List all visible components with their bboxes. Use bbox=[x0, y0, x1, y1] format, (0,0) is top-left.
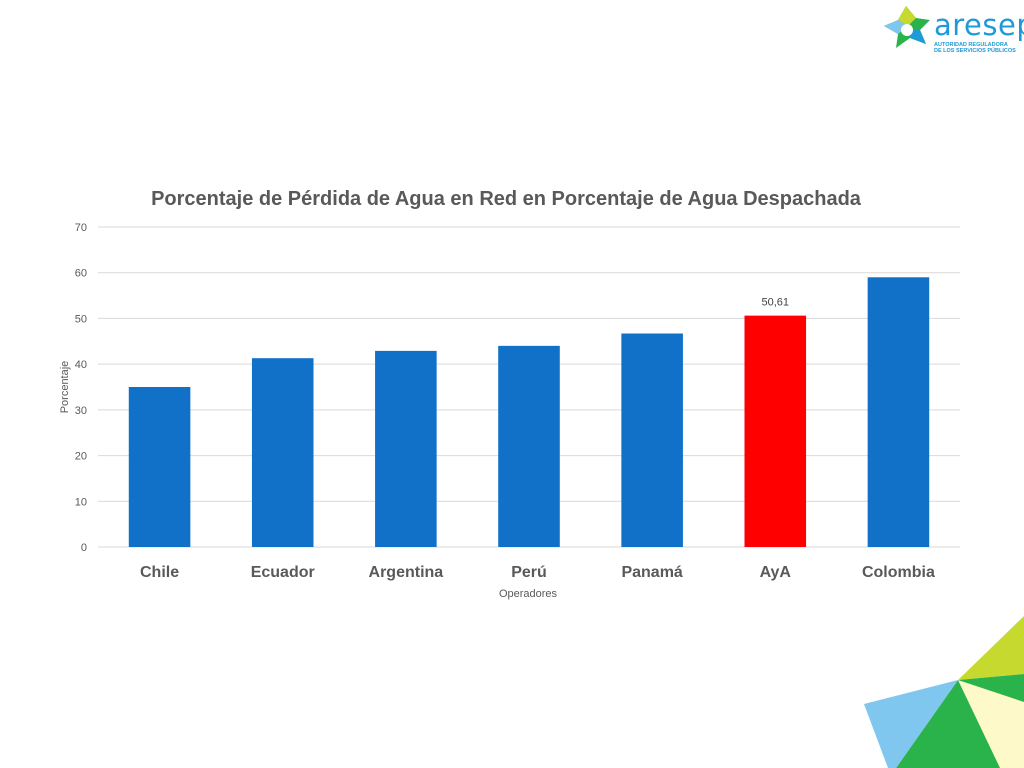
data-labels: 50,61 bbox=[762, 297, 790, 309]
x-tick-label: AyA bbox=[760, 564, 792, 581]
bar-argentina bbox=[375, 350, 437, 547]
y-axis-label: Porcentaje bbox=[59, 361, 71, 414]
bar-ecuador bbox=[251, 358, 314, 547]
logo-subtitle-line2: DE LOS SERVICIOS PÚBLICOS bbox=[934, 48, 1016, 54]
chart-title: Porcentaje de Pérdida de Agua en Red en … bbox=[151, 188, 862, 210]
logo-subtitle-line1: AUTORIDAD REGULADORA bbox=[934, 42, 1008, 48]
y-tick-label: 20 bbox=[75, 451, 87, 463]
y-tick-label: 70 bbox=[75, 222, 87, 234]
x-axis-label: Operadores bbox=[499, 588, 558, 600]
x-tick-label: Chile bbox=[140, 564, 179, 581]
aresep-logo-icon bbox=[884, 6, 930, 48]
y-tick-label: 0 bbox=[81, 542, 87, 554]
y-tick-label: 30 bbox=[75, 405, 87, 417]
x-tick-label: Colombia bbox=[862, 564, 935, 581]
x-tick-label: Panamá bbox=[621, 564, 682, 581]
x-tick-label: Ecuador bbox=[251, 564, 315, 581]
bar-aya bbox=[744, 315, 807, 547]
bar-panamá bbox=[621, 333, 683, 547]
y-tick-label: 40 bbox=[75, 359, 87, 371]
data-label: 50,61 bbox=[762, 297, 790, 309]
y-axis-ticks: 0 10 20 30 40 50 60 70 bbox=[75, 222, 87, 554]
x-tick-label: Perú bbox=[511, 564, 547, 581]
x-axis-ticks: Chile Ecuador Argentina Perú Panamá AyA Colomb… bbox=[140, 564, 935, 581]
bar-perú bbox=[498, 345, 560, 547]
y-tick-label: 10 bbox=[75, 496, 87, 508]
y-tick-label: 50 bbox=[75, 313, 87, 325]
logo-subtitle: AUTORIDAD REGULADORA DE LOS SERVICIOS PÚ… bbox=[934, 42, 1024, 54]
corner-decoration-icon bbox=[864, 616, 1024, 768]
y-tick-label: 60 bbox=[75, 268, 87, 280]
bar-colombia bbox=[867, 277, 930, 547]
bars bbox=[128, 277, 930, 547]
bar-chile bbox=[128, 387, 191, 547]
x-tick-label: Argentina bbox=[369, 564, 444, 581]
logo-wordmark: aresep bbox=[934, 8, 1024, 42]
